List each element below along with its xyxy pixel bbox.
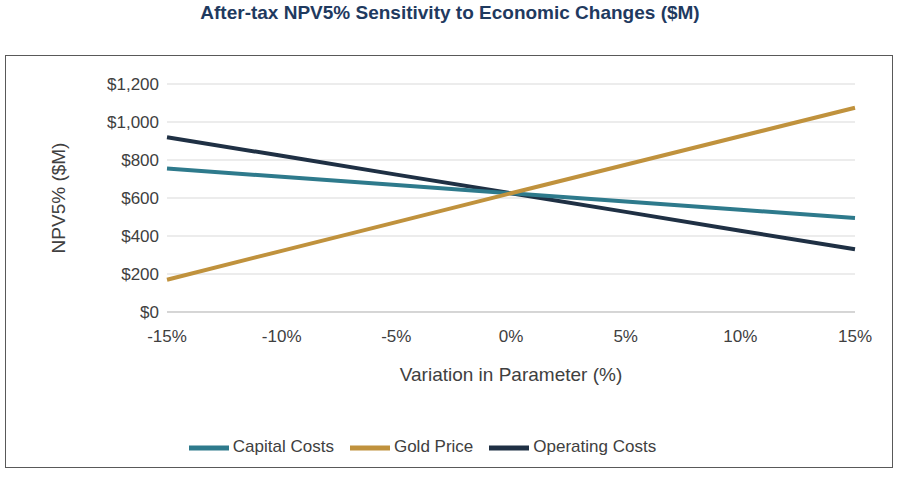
svg-text:0%: 0% [499,327,524,346]
svg-text:$200: $200 [121,265,159,284]
html-text:After-tax NPV5% Sensitivity to: After-tax NPV5% Sensitivity to Economic … [200,2,700,23]
svg-text:$600: $600 [121,189,159,208]
svg-text:-5%: -5% [381,327,411,346]
html-text:Capital Costs: Capital Costs [232,437,334,457]
svg-text:$400: $400 [121,227,159,246]
html-text:Gold Price: Gold Price [393,437,474,457]
html-text:Operating Costs: Operating Costs [533,437,657,457]
svg-text:10%: 10% [723,327,757,346]
svg-text:15%: 15% [838,327,872,346]
svg-text:-10%: -10% [262,327,302,346]
svg-text:$800: $800 [121,151,159,170]
svg-text:-15%: -15% [147,327,187,346]
svg-text:5%: 5% [613,327,638,346]
svg-text:$1,200: $1,200 [107,75,159,94]
svg-text:$1,000: $1,000 [107,113,159,132]
svg-text:$0: $0 [140,303,159,322]
svg-text:Variation in Parameter (%): Variation in Parameter (%) [400,364,622,385]
svg-text:NPV5% ($M): NPV5% ($M) [48,143,69,254]
